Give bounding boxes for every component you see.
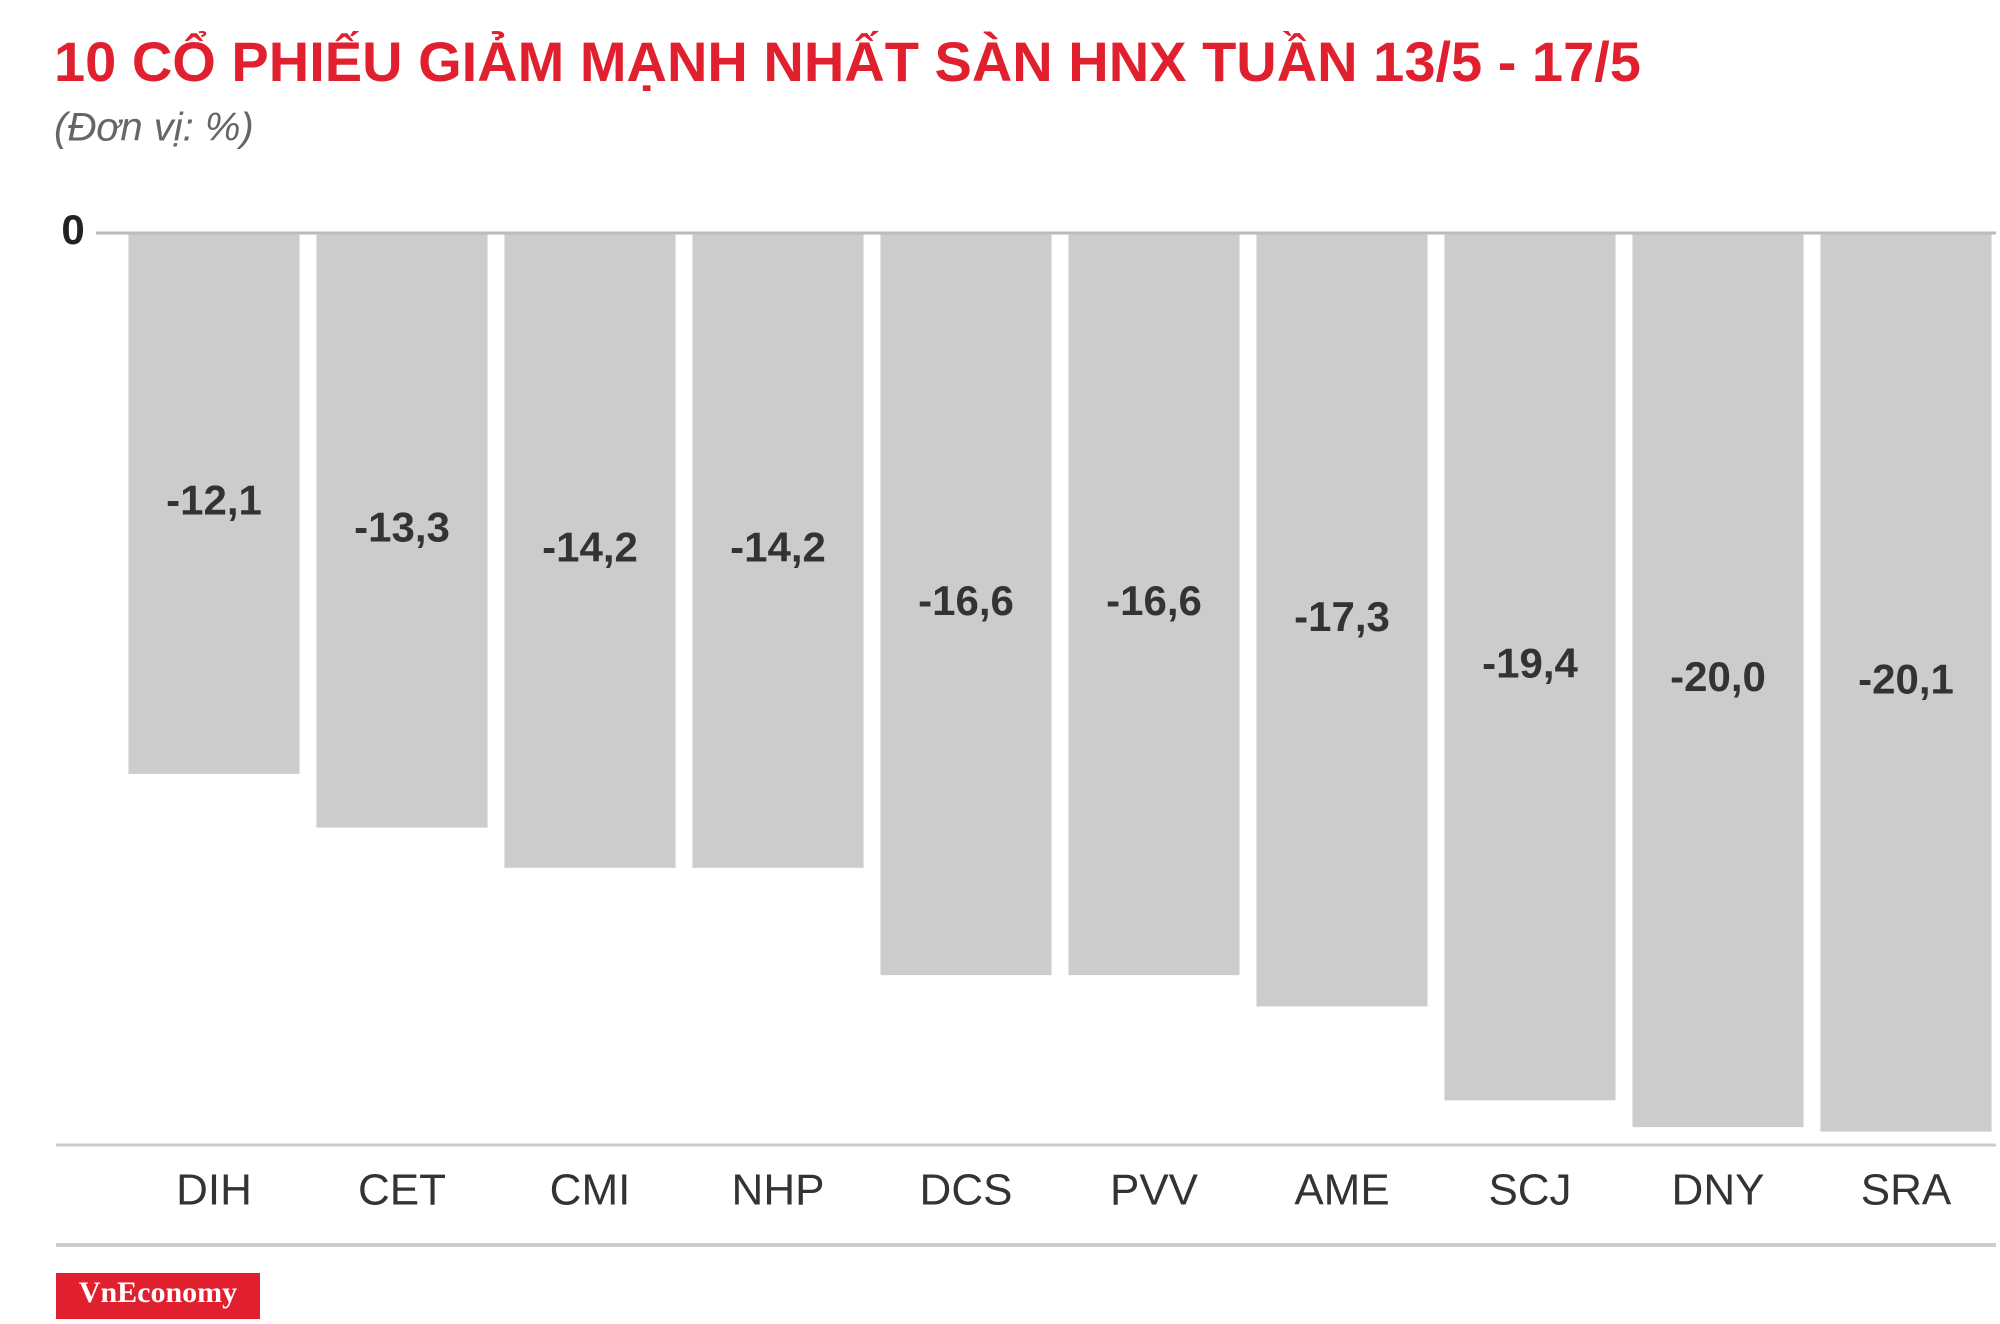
chart-title: 10 CỔ PHIẾU GIẢM MẠNH NHẤT SÀN HNX TUẦN … (54, 30, 1641, 93)
x-tick-label: SRA (1861, 1166, 1952, 1215)
value-label: -20,0 (1670, 653, 1766, 700)
value-label: -14,2 (730, 524, 826, 571)
bar (1632, 233, 1804, 1128)
x-tick-label: SCJ (1488, 1166, 1571, 1215)
value-label: -16,6 (1106, 577, 1202, 624)
value-label: -19,4 (1482, 640, 1578, 687)
bar (692, 233, 864, 868)
brand-box (56, 1273, 260, 1319)
y-tick-label: 0 (61, 206, 84, 253)
value-label: -20,1 (1858, 655, 1954, 702)
x-tick-label: PVV (1110, 1166, 1199, 1215)
x-tick-label: CMI (550, 1166, 631, 1215)
brand: VnEconomy (79, 1276, 237, 1309)
value-label: -16,6 (918, 577, 1014, 624)
bar (128, 233, 300, 774)
bar (316, 233, 488, 828)
chart-subtitle: (Đơn vị: %) (54, 106, 254, 150)
bar (1068, 233, 1240, 976)
x-tick-label: DNY (1672, 1166, 1765, 1215)
bar (1256, 233, 1428, 1007)
value-label: -12,1 (166, 477, 262, 524)
x-tick-label: CET (358, 1166, 446, 1215)
value-label: -14,2 (542, 524, 638, 571)
x-tick-label: NHP (732, 1166, 825, 1215)
value-label: -13,3 (354, 503, 450, 550)
x-tick-label: AME (1294, 1166, 1389, 1215)
x-tick-label: DCS (920, 1166, 1013, 1215)
bar (1444, 233, 1616, 1101)
bar (880, 233, 1052, 976)
value-label: -17,3 (1294, 593, 1390, 640)
bar (1820, 233, 1992, 1132)
x-tick-label: DIH (176, 1166, 252, 1215)
bar (504, 233, 676, 868)
